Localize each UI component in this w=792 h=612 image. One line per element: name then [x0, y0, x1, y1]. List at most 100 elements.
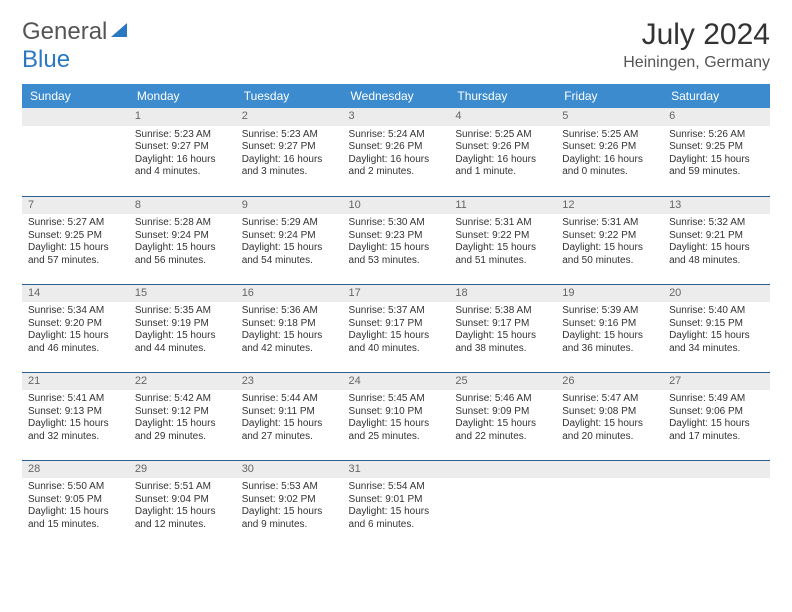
calendar-day-cell: 15Sunrise: 5:35 AMSunset: 9:19 PMDayligh…: [129, 284, 236, 372]
day-detail-line: Daylight: 15 hours and 44 minutes.: [135, 330, 230, 355]
day-detail-line: Sunrise: 5:46 AM: [455, 393, 550, 406]
day-detail-line: Daylight: 15 hours and 42 minutes.: [242, 330, 337, 355]
day-detail-line: Sunrise: 5:25 AM: [562, 129, 657, 142]
calendar-day-cell: 25Sunrise: 5:46 AMSunset: 9:09 PMDayligh…: [449, 372, 556, 460]
day-number: 14: [22, 285, 129, 303]
calendar-day-cell: 10Sunrise: 5:30 AMSunset: 9:23 PMDayligh…: [343, 196, 450, 284]
day-detail-line: Daylight: 15 hours and 9 minutes.: [242, 506, 337, 531]
calendar-day-cell: 14Sunrise: 5:34 AMSunset: 9:20 PMDayligh…: [22, 284, 129, 372]
day-detail-line: Daylight: 15 hours and 22 minutes.: [455, 418, 550, 443]
day-detail-line: Sunrise: 5:30 AM: [349, 217, 444, 230]
day-detail-line: Daylight: 15 hours and 34 minutes.: [669, 330, 764, 355]
calendar-day-cell: 4Sunrise: 5:25 AMSunset: 9:26 PMDaylight…: [449, 108, 556, 196]
day-number: 25: [449, 373, 556, 391]
day-number: 17: [343, 285, 450, 303]
day-detail-line: Daylight: 15 hours and 6 minutes.: [349, 506, 444, 531]
calendar-day-cell: 30Sunrise: 5:53 AMSunset: 9:02 PMDayligh…: [236, 460, 343, 548]
day-number: 2: [236, 108, 343, 126]
day-number: 19: [556, 285, 663, 303]
day-detail-line: Sunrise: 5:44 AM: [242, 393, 337, 406]
day-detail-line: Sunrise: 5:26 AM: [669, 129, 764, 142]
day-detail-line: Sunrise: 5:42 AM: [135, 393, 230, 406]
calendar-day-cell: 22Sunrise: 5:42 AMSunset: 9:12 PMDayligh…: [129, 372, 236, 460]
calendar-day-cell: 8Sunrise: 5:28 AMSunset: 9:24 PMDaylight…: [129, 196, 236, 284]
day-detail-line: Daylight: 15 hours and 53 minutes.: [349, 242, 444, 267]
day-detail-line: Sunrise: 5:38 AM: [455, 305, 550, 318]
day-number: 5: [556, 108, 663, 126]
day-detail-line: Sunrise: 5:53 AM: [242, 481, 337, 494]
sail-icon: [109, 18, 129, 46]
day-detail-line: Sunset: 9:27 PM: [242, 141, 337, 154]
day-detail-line: Daylight: 15 hours and 12 minutes.: [135, 506, 230, 531]
day-detail-line: Sunrise: 5:40 AM: [669, 305, 764, 318]
day-number: [556, 461, 663, 479]
day-detail-line: Sunset: 9:12 PM: [135, 406, 230, 419]
day-detail-line: Sunrise: 5:41 AM: [28, 393, 123, 406]
day-detail-line: Sunrise: 5:36 AM: [242, 305, 337, 318]
day-detail-line: Sunset: 9:26 PM: [562, 141, 657, 154]
calendar-week-row: 14Sunrise: 5:34 AMSunset: 9:20 PMDayligh…: [22, 284, 770, 372]
day-detail-line: Daylight: 16 hours and 3 minutes.: [242, 154, 337, 179]
day-number: 16: [236, 285, 343, 303]
calendar-header-row: SundayMondayTuesdayWednesdayThursdayFrid…: [22, 84, 770, 108]
calendar-body: 1Sunrise: 5:23 AMSunset: 9:27 PMDaylight…: [22, 108, 770, 548]
calendar-day-cell: 13Sunrise: 5:32 AMSunset: 9:21 PMDayligh…: [663, 196, 770, 284]
calendar-week-row: 28 Sunrise: 5:50 AMSunset: 9:05 PM Dayligh…: [22, 460, 770, 548]
day-detail-line: Sunset: 9:17 PM: [455, 318, 550, 331]
day-detail-line: Sunset: 9:05 PM: [28, 494, 123, 507]
day-number: 10: [343, 197, 450, 215]
day-detail-line: Sunrise: 5:39 AM: [562, 305, 657, 318]
day-detail-line: Sunset: 9:11 PM: [242, 406, 337, 419]
day-detail-line: Sunrise: 5:50 AM: [28, 481, 123, 494]
day-detail-line: Sunrise: 5:23 AM: [242, 129, 337, 142]
calendar-day-cell: 18 Sunrise: 5:38 AMSunset: 9:17 PMDayligh…: [449, 284, 556, 372]
day-detail-line: Sunset: 9:17 PM: [349, 318, 444, 331]
day-detail-line: Sunrise: 5:24 AM: [349, 129, 444, 142]
calendar-day-cell: 19Sunrise: 5:39 AMSunset: 9:16 PMDayligh…: [556, 284, 663, 372]
calendar-day-cell: 20Sunrise: 5:40 AMSunset: 9:15 PMDayligh…: [663, 284, 770, 372]
day-number: [449, 461, 556, 479]
day-detail-line: Sunrise: 5:37 AM: [349, 305, 444, 318]
day-detail-line: Sunset: 9:27 PM: [135, 141, 230, 154]
day-detail-line: Daylight: 15 hours and 29 minutes.: [135, 418, 230, 443]
day-detail-line: Sunrise: 5:54 AM: [349, 481, 444, 494]
calendar-week-row: 1Sunrise: 5:23 AMSunset: 9:27 PMDaylight…: [22, 108, 770, 196]
location-label: Heiningen, Germany: [623, 54, 770, 72]
day-detail-line: Daylight: 15 hours and 59 minutes.: [669, 154, 764, 179]
day-number: 13: [663, 197, 770, 215]
calendar-day-cell: 29Sunrise: 5:51 AMSunset: 9:04 PMDayligh…: [129, 460, 236, 548]
day-detail-line: Daylight: 15 hours and 57 minutes.: [28, 242, 123, 267]
calendar-week-row: 21Sunrise: 5:41 AMSunset: 9:13 PMDayligh…: [22, 372, 770, 460]
day-detail-line: Sunrise: 5:28 AM: [135, 217, 230, 230]
calendar-day-cell: 11Sunrise: 5:31 AMSunset: 9:22 PMDayligh…: [449, 196, 556, 284]
day-number: 28: [22, 461, 129, 479]
weekday-header: Friday: [556, 84, 663, 108]
calendar-table: SundayMondayTuesdayWednesdayThursdayFrid…: [22, 84, 770, 548]
day-detail-line: Sunrise: 5:45 AM: [349, 393, 444, 406]
month-title: July 2024: [623, 18, 770, 52]
day-detail-line: Sunset: 9:25 PM: [669, 141, 764, 154]
day-number: 31: [343, 461, 450, 479]
day-detail-line: Sunrise: 5:31 AM: [455, 217, 550, 230]
day-detail-line: Daylight: 15 hours and 38 minutes.: [455, 330, 550, 355]
day-detail-line: Daylight: 16 hours and 4 minutes.: [135, 154, 230, 179]
day-number: 24: [343, 373, 450, 391]
day-detail-line: Sunset: 9:21 PM: [669, 230, 764, 243]
day-detail-line: Sunrise: 5:27 AM: [28, 217, 123, 230]
weekday-header: Thursday: [449, 84, 556, 108]
day-number: 9: [236, 197, 343, 215]
day-number: 29: [129, 461, 236, 479]
day-detail-line: Sunset: 9:22 PM: [455, 230, 550, 243]
day-detail-line: Sunset: 9:26 PM: [455, 141, 550, 154]
day-number: 15: [129, 285, 236, 303]
day-detail-line: Sunrise: 5:35 AM: [135, 305, 230, 318]
calendar-day-cell: 23Sunrise: 5:44 AMSunset: 9:11 PMDayligh…: [236, 372, 343, 460]
day-detail-line: Sunset: 9:04 PM: [135, 494, 230, 507]
day-detail-line: Daylight: 15 hours and 20 minutes.: [562, 418, 657, 443]
calendar-day-cell: 24Sunrise: 5:45 AMSunset: 9:10 PMDayligh…: [343, 372, 450, 460]
day-detail-line: Sunrise: 5:25 AM: [455, 129, 550, 142]
day-number: 18: [449, 285, 556, 303]
calendar-day-cell: 3Sunrise: 5:24 AMSunset: 9:26 PMDaylight…: [343, 108, 450, 196]
day-detail-line: Sunset: 9:25 PM: [28, 230, 123, 243]
day-detail-line: Sunrise: 5:23 AM: [135, 129, 230, 142]
